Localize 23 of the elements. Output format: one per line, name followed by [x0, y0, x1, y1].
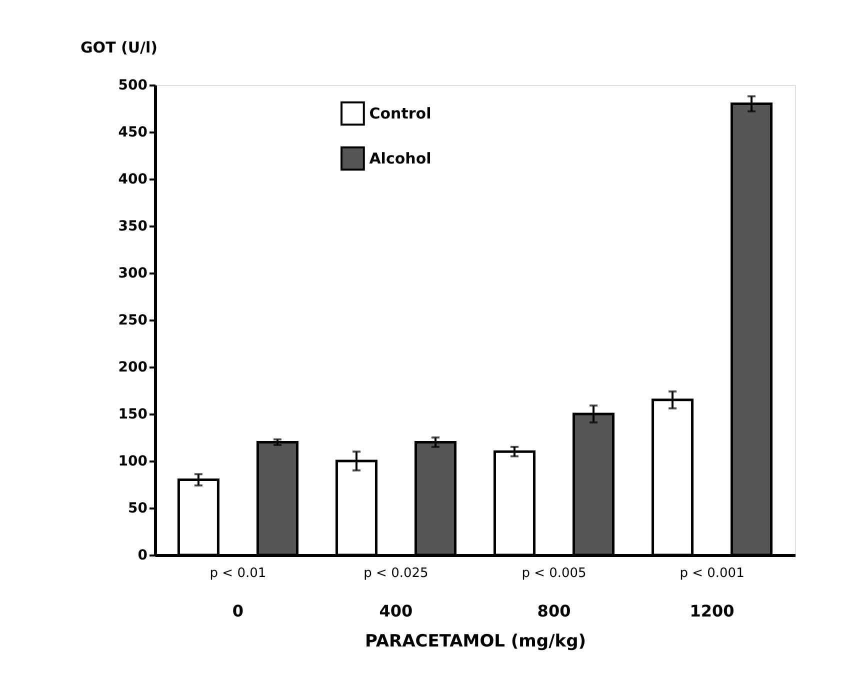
text: p < 0.01 — [210, 566, 266, 581]
y-tick-label: 100 — [118, 454, 148, 470]
text: p < 0.005 — [522, 566, 586, 581]
y-tick-label: 500 — [118, 78, 148, 94]
x-tick-label: 1200 — [690, 602, 734, 620]
x-axis-title: PARACETAMOL (mg/kg) — [364, 632, 586, 652]
y-tick-label: 50 — [128, 500, 148, 516]
y-tick-label: 400 — [118, 172, 148, 188]
text: p < 0.025 — [364, 566, 428, 581]
x-tick-label: 400 — [379, 602, 413, 620]
y-tick-label: 300 — [118, 266, 148, 282]
text: p < 0.001 — [680, 566, 744, 581]
y-tick-label: 200 — [118, 360, 148, 376]
x-tick-label: 800 — [537, 602, 571, 620]
y-axis-title: GOT (U/l) — [80, 38, 158, 56]
y-tick-label: 150 — [118, 406, 148, 422]
x-tick-label: 0 — [232, 602, 244, 620]
y-tick-label: 450 — [118, 124, 148, 140]
y-tick-label: 0 — [138, 548, 148, 564]
legend-label: Alcohol — [369, 150, 432, 168]
legend-label: Control — [369, 104, 432, 122]
y-tick-label: 350 — [118, 218, 148, 234]
y-tick-label: 250 — [118, 312, 148, 328]
